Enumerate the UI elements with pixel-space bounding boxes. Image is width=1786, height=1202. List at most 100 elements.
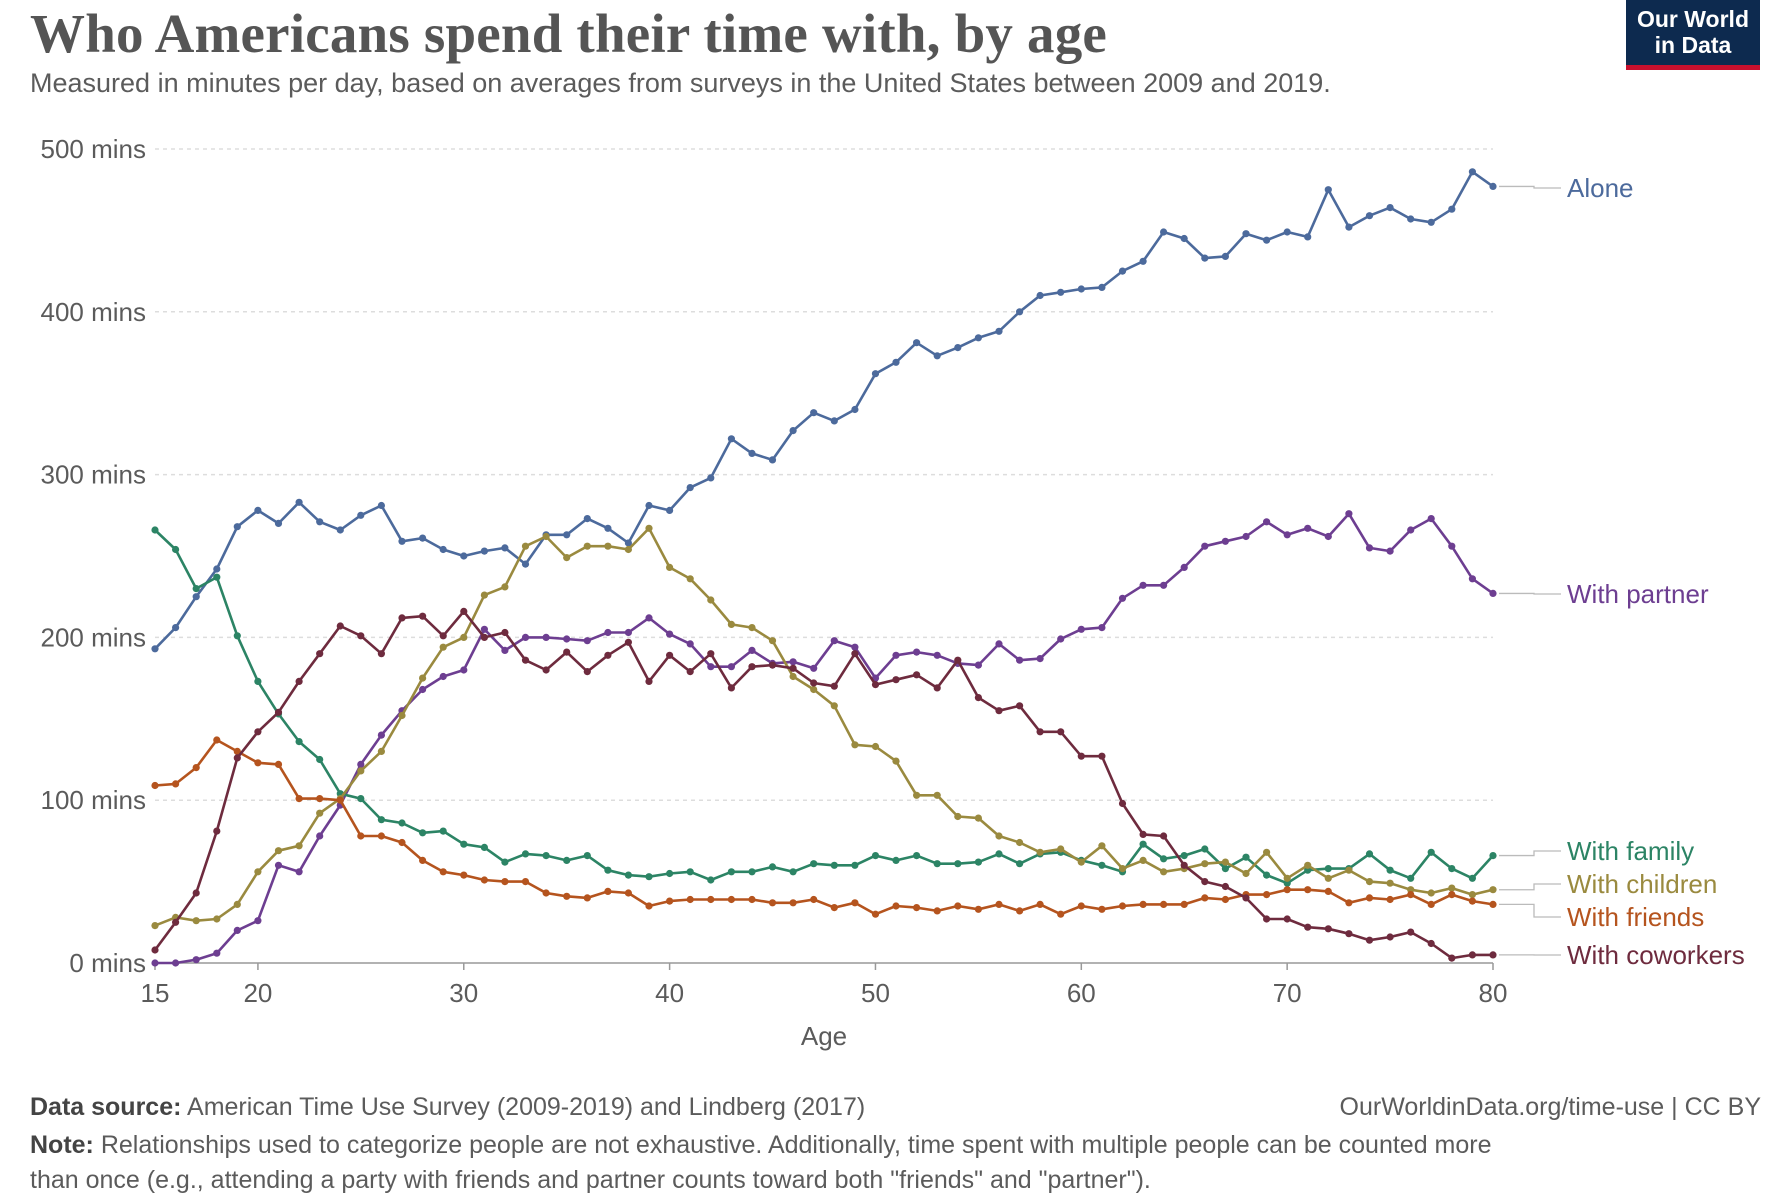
data-point-with-partner: [1201, 542, 1209, 550]
data-point-with-family: [460, 840, 468, 848]
data-point-with-partner: [521, 633, 530, 642]
data-point-alone: [645, 501, 653, 510]
data-point-with-coworkers: [1160, 832, 1168, 840]
data-point-alone: [336, 526, 344, 534]
data-point-with-partner: [1180, 563, 1188, 572]
data-point-with-friends: [1077, 902, 1085, 910]
data-point-alone: [1201, 254, 1209, 262]
data-point-alone: [316, 518, 324, 526]
data-point-with-children: [1324, 874, 1332, 882]
data-point-with-family: [645, 873, 653, 881]
data-point-with-coworkers: [213, 827, 221, 835]
data-point-with-coworkers: [357, 632, 365, 640]
data-point-with-coworkers: [295, 677, 303, 686]
data-point-with-coworkers: [666, 651, 674, 659]
data-point-with-friends: [1345, 899, 1353, 907]
data-point-with-friends: [419, 856, 427, 865]
data-point-with-family: [604, 866, 612, 874]
data-point-alone: [377, 501, 385, 510]
data-point-alone: [172, 624, 180, 632]
y-axis-ticks: 0 mins 100 mins 200 mins 300 mins 400 mins 50…: [41, 134, 147, 978]
data-point-with-family: [295, 738, 303, 746]
data-point-with-coworkers: [686, 668, 694, 676]
data-point-with-family: [954, 860, 962, 868]
data-point-with-friends: [707, 895, 715, 904]
data-point-with-friends: [604, 887, 612, 896]
data-point-with-coworkers: [274, 708, 283, 716]
data-point-with-family: [1365, 850, 1374, 858]
data-point-with-family: [1407, 874, 1415, 882]
end-label-with-partner: With partner: [1567, 579, 1709, 609]
data-point-with-children: [1386, 879, 1394, 887]
data-point-with-friends: [727, 895, 736, 904]
data-point-with-coworkers: [1489, 951, 1497, 959]
data-point-with-coworkers: [1448, 954, 1456, 962]
end-label-with-coworkers: With coworkers: [1567, 940, 1745, 970]
line-chart: 0 mins 100 mins 200 mins 300 mins 400 mins 50…: [41, 134, 1745, 1051]
data-point-with-partner: [1242, 532, 1250, 541]
logo-line-1: Our World: [1636, 6, 1749, 32]
data-point-alone: [1139, 257, 1147, 265]
data-point-with-partner: [480, 625, 488, 633]
data-point-with-family: [316, 755, 324, 764]
source-url[interactable]: OurWorldinData.org/time-use | CC BY: [1339, 1093, 1761, 1121]
series-line-with-friends: [154, 738, 1494, 916]
data-point-with-children: [316, 809, 324, 817]
data-point-with-coworkers: [1324, 925, 1332, 933]
data-point-with-children: [377, 747, 385, 756]
data-point-with-children: [1036, 848, 1044, 856]
data-point-with-friends: [377, 832, 385, 840]
data-point-with-friends: [501, 878, 509, 886]
data-point-with-friends: [1448, 891, 1456, 899]
series-line-with-coworkers: [153, 610, 1493, 960]
data-point-with-friends: [1057, 910, 1065, 918]
data-point-with-partner: [1139, 581, 1147, 589]
data-point-alone: [871, 370, 880, 378]
data-point-with-family: [789, 868, 797, 876]
data-point-with-partner: [624, 628, 633, 637]
data-point-with-partner: [501, 646, 509, 655]
data-point-with-coworkers: [1345, 930, 1353, 938]
data-point-alone: [707, 474, 715, 482]
data-point-with-friends: [1160, 900, 1168, 909]
data-point-alone: [1448, 205, 1456, 213]
data-point-with-coworkers: [460, 607, 468, 616]
data-point-with-friends: [254, 759, 262, 767]
data-point-with-friends: [645, 902, 653, 910]
data-point-with-family: [810, 860, 818, 868]
note-label: Note:: [30, 1131, 94, 1159]
data-point-with-children: [213, 915, 221, 923]
data-point-with-coworkers: [871, 681, 880, 689]
x-tick-label: 80: [1479, 978, 1508, 1008]
data-point-with-children: [357, 767, 365, 775]
data-point-with-children: [501, 583, 509, 591]
data-point-with-friends: [295, 795, 303, 803]
data-point-alone: [1427, 218, 1435, 226]
data-point-with-partner: [583, 637, 591, 645]
note-line-1: Note: Relationships used to categorize p…: [30, 1131, 1492, 1160]
data-point-with-children: [398, 711, 406, 720]
data-point-alone: [1304, 233, 1312, 241]
data-point-with-family: [666, 869, 674, 878]
data-point-alone: [233, 523, 241, 531]
data-point-alone: [1468, 168, 1476, 176]
source-text: American Time Use Survey (2009-2019) and…: [187, 1093, 866, 1121]
y-tick-label: 0 mins: [69, 948, 146, 978]
data-point-with-children: [295, 842, 303, 850]
data-point-with-friends: [521, 878, 530, 886]
data-point-alone: [583, 515, 591, 523]
data-point-with-coworkers: [1221, 882, 1229, 891]
data-point-with-coworkers: [830, 682, 838, 690]
data-point-with-partner: [645, 614, 653, 622]
data-point-with-friends: [563, 892, 571, 900]
note-line-2: than once (e.g., attending a party with …: [30, 1166, 1151, 1194]
data-point-with-children: [1427, 889, 1435, 897]
data-point-with-partner: [748, 646, 756, 655]
data-point-with-family: [892, 856, 900, 865]
data-point-with-children: [583, 542, 591, 550]
data-point-with-children: [563, 554, 571, 562]
data-point-with-coworkers: [727, 684, 736, 692]
owid-logo[interactable]: Our World in Data: [1626, 0, 1760, 70]
data-point-with-friends: [1201, 894, 1209, 902]
data-point-with-coworkers: [954, 656, 962, 664]
